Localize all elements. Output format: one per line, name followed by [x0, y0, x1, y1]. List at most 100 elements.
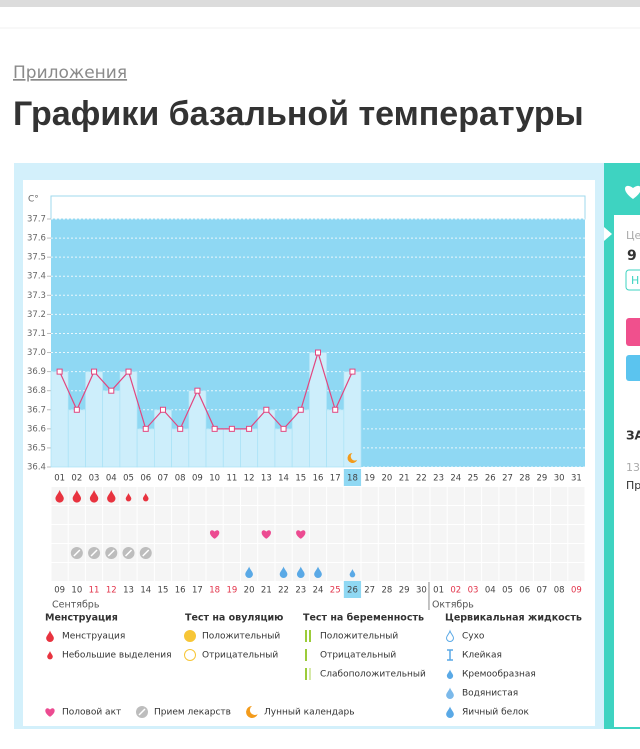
legend-icon	[309, 630, 311, 642]
day-label: 22	[416, 474, 427, 484]
spotting-icon	[142, 493, 149, 502]
calendar-date: 23	[295, 586, 306, 596]
row-cell	[120, 563, 137, 581]
legend-icon	[446, 706, 454, 719]
temperature-bar	[119, 371, 138, 468]
legend-item: Сухо	[462, 632, 485, 642]
row-cell	[378, 487, 396, 505]
row-cell	[327, 525, 344, 543]
row-cell	[240, 506, 258, 524]
legend-icon	[446, 687, 454, 700]
row-cell	[85, 563, 103, 581]
row-cell	[378, 544, 396, 562]
row-cell	[172, 506, 189, 524]
temperature-point	[332, 406, 339, 413]
medication-icon-slash	[124, 549, 133, 557]
row-cell	[309, 487, 327, 505]
legend-icon	[46, 630, 54, 643]
row-cell	[344, 544, 361, 562]
spotting-icon	[125, 493, 132, 502]
row-cell	[51, 525, 68, 543]
legend-item: Отрицательный	[320, 651, 396, 661]
month-label: Октябрь	[432, 600, 474, 611]
breadcrumb[interactable]: Приложения	[13, 63, 127, 83]
side-pink-button[interactable]	[626, 318, 640, 346]
row-cell	[568, 506, 585, 524]
row-cell	[413, 544, 430, 562]
temperature-point	[211, 425, 218, 432]
day-label: 06	[140, 474, 151, 484]
row-cell	[447, 544, 464, 562]
row-cell	[430, 563, 447, 581]
row-cell	[327, 544, 344, 562]
row-cell	[533, 525, 551, 543]
day-label: 28	[519, 474, 530, 484]
legend-item: Кремообразная	[462, 670, 536, 680]
day-label: 24	[450, 474, 461, 484]
y-axis-label: C°	[28, 195, 39, 205]
medication-icon-slash	[90, 549, 98, 557]
legend-icon	[47, 651, 53, 660]
row-cell	[189, 563, 206, 581]
day-label: 21	[399, 474, 410, 484]
row-cell	[292, 487, 309, 505]
side-date: 13	[626, 461, 640, 474]
row-cell	[275, 544, 292, 562]
row-cell	[413, 487, 430, 505]
day-label: 09	[192, 474, 203, 484]
legend-item: Яичный белок	[462, 708, 529, 718]
y-tick-label: 37.5	[27, 253, 46, 263]
temperature-point	[228, 425, 235, 432]
day-label: 27	[502, 474, 513, 484]
row-cell	[568, 563, 585, 581]
temperature-point	[125, 368, 132, 375]
legend-icon	[309, 668, 311, 680]
temperature-point	[91, 368, 98, 375]
temperature-bar	[102, 390, 121, 468]
day-label: 29	[537, 474, 548, 484]
row-cell	[533, 544, 551, 562]
temperature-point	[194, 387, 201, 394]
side-card	[614, 215, 640, 727]
calendar-date: 03	[468, 586, 479, 596]
row-cell	[482, 544, 499, 562]
day-label: 04	[106, 474, 117, 484]
medication-icon-slash	[142, 549, 150, 557]
row-cell	[275, 506, 292, 524]
row-cell	[430, 506, 447, 524]
today-highlight	[343, 469, 362, 486]
row-cell	[499, 506, 516, 524]
temperature-bar	[274, 428, 293, 468]
row-cell	[309, 525, 327, 543]
cervical-icon	[279, 566, 288, 579]
row-cell	[396, 563, 413, 581]
legend-title: Тест на овуляцию	[185, 613, 283, 624]
legend-item: Прием лекарств	[154, 708, 231, 718]
day-label: 18	[347, 474, 358, 484]
row-cell	[551, 487, 568, 505]
y-tick-label: 37.3	[27, 291, 46, 301]
cervical-creamy-icon	[349, 569, 356, 578]
y-tick-label: 37.6	[27, 234, 46, 244]
row-cell	[361, 525, 378, 543]
page-title: Графики базальной температуры	[13, 95, 584, 133]
temperature-bar	[67, 409, 86, 468]
row-cell	[120, 525, 137, 543]
calendar-date: 06	[519, 586, 530, 596]
legend-icon	[305, 630, 307, 642]
calendar-date: 09	[571, 586, 582, 596]
side-button[interactable]	[625, 269, 640, 291]
row-cell	[516, 525, 533, 543]
row-cell	[361, 544, 378, 562]
side-heart[interactable]	[625, 185, 640, 199]
row-cell	[413, 506, 430, 524]
row-cell	[499, 487, 516, 505]
side-blue-button[interactable]	[626, 355, 640, 381]
calendar-date: 11	[89, 586, 100, 596]
row-cell	[137, 563, 154, 581]
day-label: 07	[158, 474, 169, 484]
row-cell	[309, 544, 327, 562]
today-highlight	[343, 581, 362, 598]
row-cell	[206, 563, 223, 581]
